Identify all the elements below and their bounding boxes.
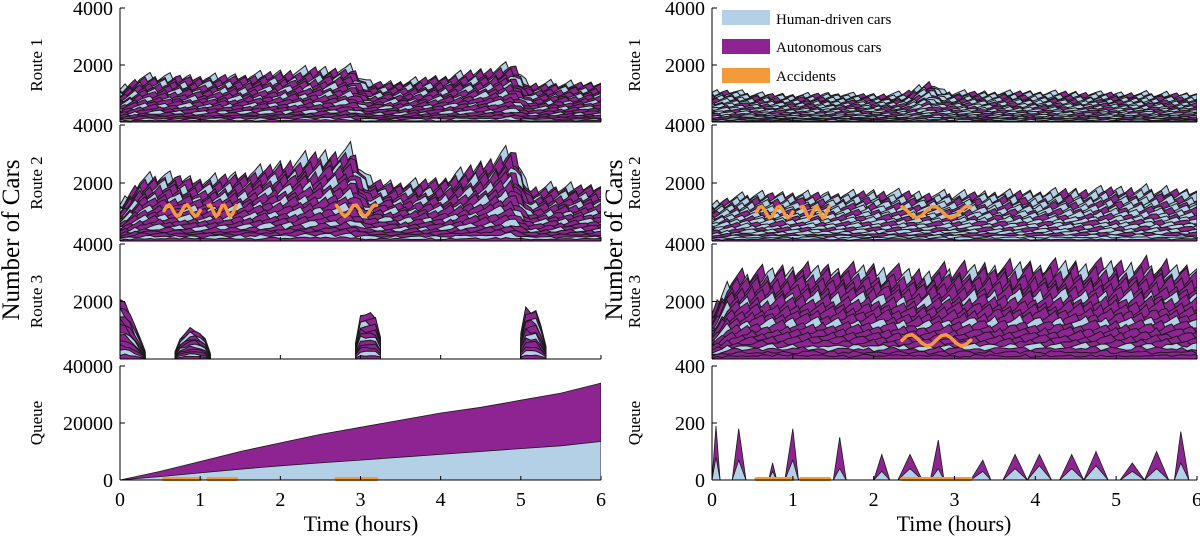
panel-ylabel: Route 3 xyxy=(625,275,644,328)
accident-trace-mark xyxy=(799,204,831,221)
x-tick-label: 5 xyxy=(1111,489,1121,511)
axes-left-1: 2000 4000 Route 1 xyxy=(27,0,602,123)
legend-label-human: Human-driven cars xyxy=(776,12,892,28)
axes-left-4: 0 20000 40000 0 1 2 3 4 5 6 Queue xyxy=(27,356,606,511)
x-tick-label: 1 xyxy=(788,489,798,511)
legend-swatch-autonomous xyxy=(722,39,770,54)
panel-ylabel: Route 3 xyxy=(27,275,46,328)
y-tick-label: 4000 xyxy=(665,234,705,256)
y-tick-label: 4000 xyxy=(665,115,705,137)
panel-left-3-marks xyxy=(120,298,547,360)
panel-ylabel: Route 1 xyxy=(27,38,46,91)
axes-left-3: 2000 4000 Route 3 xyxy=(27,234,602,360)
x-tick-label: 4 xyxy=(1030,489,1040,511)
y-tick-label: 0 xyxy=(695,470,705,492)
accident-trace-mark xyxy=(900,332,973,348)
y-tick-label: 2000 xyxy=(665,173,705,195)
panel-ylabel: Queue xyxy=(27,401,46,445)
y-tick-label: 2000 xyxy=(73,292,113,314)
y-tick-label: 20000 xyxy=(63,413,113,435)
axes-right-1: 2000 4000 Route 1 xyxy=(625,0,1198,123)
axes-left-2: 2000 4000 Route 2 xyxy=(27,115,602,242)
axes-right-4: 0 200 400 0 1 2 3 4 5 6 Queue xyxy=(625,356,1200,511)
legend-label-autonomous: Autonomous cars xyxy=(776,40,882,56)
panel-right-4-marks xyxy=(712,425,1197,481)
x-tick-label: 6 xyxy=(596,489,606,511)
x-tick-label: 6 xyxy=(1192,489,1200,511)
x-tick-label: 5 xyxy=(516,489,526,511)
queue-human-area xyxy=(120,441,601,481)
panel-ylabel: Route 1 xyxy=(625,38,644,91)
legend: Human-driven cars Autonomous cars Accide… xyxy=(722,10,892,85)
accident-trace-mark xyxy=(162,202,202,219)
accident-trace-mark xyxy=(900,204,973,220)
accident-trace-mark xyxy=(754,204,795,220)
x-tick-label: 3 xyxy=(356,489,366,511)
panel-left-4-marks xyxy=(120,382,601,481)
y-tick-label: 400 xyxy=(675,356,705,378)
panel-right-1-marks xyxy=(712,80,1197,123)
axes-right-3: 2000 4000 Route 3 xyxy=(625,234,1198,360)
x-tick-label: 0 xyxy=(707,489,717,511)
x-tick-label: 0 xyxy=(115,489,125,511)
panel-left-2-marks xyxy=(120,140,601,242)
y-tick-label: 200 xyxy=(675,413,705,435)
y-tick-label: 2000 xyxy=(73,55,113,77)
y-tick-label: 4000 xyxy=(665,0,705,20)
axes-right-2: 2000 4000 Route 2 xyxy=(625,115,1198,242)
x-tick-label: 3 xyxy=(950,489,960,511)
y-tick-label: 4000 xyxy=(73,0,113,20)
legend-label-accidents: Accidents xyxy=(776,69,836,85)
chart-marks-layer xyxy=(120,60,1197,481)
y-tick-label: 2000 xyxy=(665,55,705,77)
panel-right-2-marks xyxy=(712,182,1197,242)
legend-swatch-human xyxy=(722,10,770,25)
y-tick-label: 2000 xyxy=(665,292,705,314)
queue-human-area xyxy=(712,457,1197,481)
x-tick-label: 2 xyxy=(869,489,879,511)
legend-swatch-accidents xyxy=(722,68,770,83)
y-axis-title-left: Number of Cars xyxy=(0,159,25,320)
queue-autonomous-area xyxy=(712,425,1197,481)
y-axis-title-right: Number of Cars xyxy=(601,159,628,320)
y-tick-label: 4000 xyxy=(73,234,113,256)
x-tick-label: 1 xyxy=(195,489,205,511)
route-layer-band xyxy=(355,355,381,360)
x-tick-label: 4 xyxy=(436,489,446,511)
panel-ylabel: Route 2 xyxy=(27,156,46,209)
accident-trace-mark xyxy=(334,203,379,219)
accident-trace-mark xyxy=(206,203,238,219)
panel-left-1-marks xyxy=(120,60,601,123)
y-tick-label: 0 xyxy=(103,470,113,492)
y-tick-label: 2000 xyxy=(73,173,113,195)
x-axis-title-left: Time (hours) xyxy=(304,511,419,536)
y-tick-label: 4000 xyxy=(73,115,113,137)
panel-ylabel: Queue xyxy=(625,401,644,445)
x-tick-label: 2 xyxy=(275,489,285,511)
panel-right-3-marks xyxy=(712,254,1197,360)
panel-ylabel: Route 2 xyxy=(625,156,644,209)
x-axis-title-right: Time (hours) xyxy=(897,511,1012,536)
y-tick-label: 40000 xyxy=(63,356,113,378)
